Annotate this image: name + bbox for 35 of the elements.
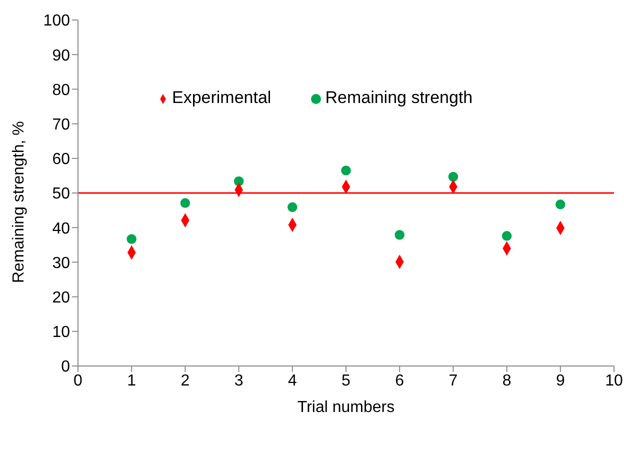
legend-label: Experimental	[172, 88, 272, 107]
y-tick-label: 70	[52, 116, 70, 134]
x-tick-label: 6	[395, 372, 404, 390]
x-tick-label: 2	[180, 372, 190, 390]
point	[126, 234, 136, 244]
y-tick-label: 90	[52, 47, 70, 64]
y-tick-label: 20	[52, 289, 70, 306]
y-tick-label: 50	[52, 186, 70, 203]
x-tick-label: 5	[342, 372, 351, 390]
point	[341, 166, 351, 176]
x-tick-label: 4	[288, 372, 297, 390]
point	[394, 230, 404, 240]
x-tick-label: 3	[234, 372, 244, 390]
y-tick-label: 80	[52, 82, 70, 99]
y-tick-label: 60	[52, 151, 70, 168]
y-axis-title: Remaining strength, %	[10, 121, 28, 283]
point	[180, 198, 190, 208]
x-tick-label: 1	[127, 372, 136, 390]
x-tick-label: 9	[556, 372, 565, 390]
x-axis-title: Trial numbers	[297, 399, 395, 416]
y-tick-label: 0	[61, 358, 70, 376]
point	[556, 200, 566, 210]
point	[288, 202, 298, 212]
x-tick-label: 10	[605, 372, 623, 390]
point	[234, 176, 244, 186]
legend-label: Remaining strength	[325, 88, 473, 107]
y-tick-label: 30	[52, 254, 70, 272]
y-tick-label: 100	[43, 12, 70, 30]
x-tick-label: 7	[448, 372, 458, 390]
x-tick-label: 8	[502, 372, 512, 390]
x-tick-label: 0	[74, 372, 83, 390]
y-tick-label: 10	[52, 324, 70, 342]
y-tick-label: 40	[52, 220, 70, 238]
point	[502, 231, 512, 241]
point	[448, 172, 458, 182]
